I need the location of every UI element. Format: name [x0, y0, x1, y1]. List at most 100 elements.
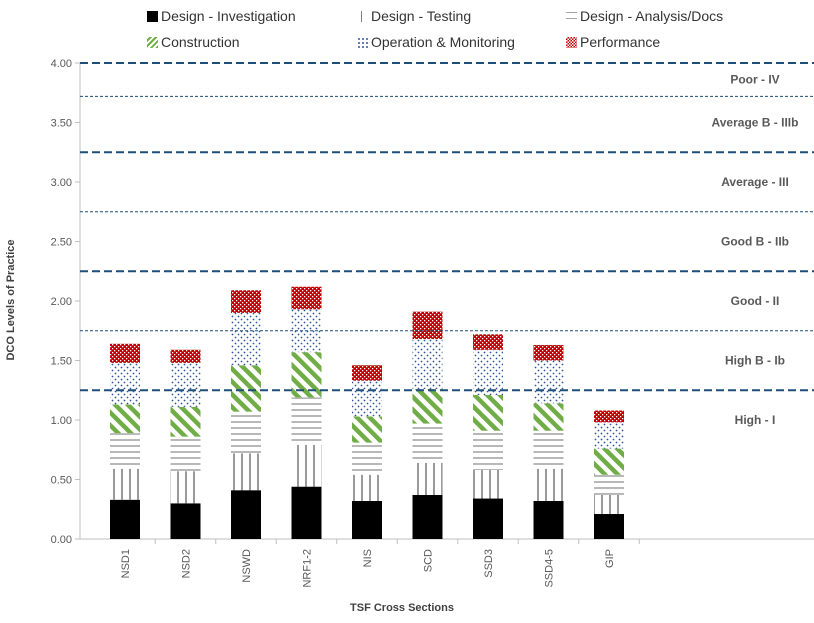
zone-label: Good B - IIb	[721, 235, 789, 249]
y-tick-label: 4.00	[51, 58, 72, 70]
bar-segment	[533, 403, 564, 431]
legend-label: Performance	[580, 34, 661, 50]
legend-item: Design - Analysis/Docs	[566, 8, 723, 24]
bar-segment	[594, 514, 624, 539]
zone-label: Average - III	[721, 175, 789, 189]
bar-segment	[412, 462, 443, 495]
y-tick-label: 0.00	[51, 534, 72, 546]
bar-segment	[412, 423, 443, 463]
bar-segment	[110, 468, 140, 500]
bar-segment	[291, 397, 322, 445]
legend: Design - Investigation Design - Testing De…	[0, 0, 814, 60]
bar-segment	[170, 406, 201, 437]
bar-segment	[352, 380, 382, 417]
bar-segment	[352, 365, 382, 381]
bar-segment	[352, 474, 382, 501]
legend-label: Operation & Monitoring	[371, 34, 515, 50]
y-tick-label: 3.50	[51, 118, 72, 130]
legend-item: Design - Investigation	[147, 8, 296, 24]
legend-label: Design - Investigation	[161, 8, 296, 24]
x-axis-title: TSF Cross Sections	[350, 602, 454, 614]
bar-segment	[473, 349, 503, 396]
legend-item: Construction	[147, 34, 240, 50]
x-tick-label: NRF1-2	[302, 549, 314, 588]
y-tick-label: 3.00	[51, 177, 72, 189]
bar-segment	[594, 410, 624, 423]
legend-label: Design - Testing	[371, 8, 472, 24]
x-tick-label: SSD4-5	[544, 549, 556, 588]
bar-segment	[533, 345, 564, 361]
legend-swatch	[566, 10, 577, 22]
bar-segment	[594, 474, 624, 495]
bar-segment	[231, 411, 261, 454]
bar-segment	[110, 362, 140, 405]
y-tick-label: 2.50	[51, 237, 72, 249]
plot-area: 0.00 0.50 1.00 1.50 2.00 2.50 3.00 3.50 4.00 NSD1…	[5, 58, 814, 614]
bar-segment	[594, 494, 624, 515]
y-tick-label: 1.50	[51, 356, 72, 368]
legend-swatch	[147, 36, 158, 48]
bar-segment	[231, 490, 261, 539]
legend-item: Design - Testing	[357, 8, 471, 24]
bar-segment	[170, 471, 201, 504]
bar-segment	[352, 500, 382, 539]
zone-label: Average B - IIIb	[712, 116, 799, 130]
bar-segment	[170, 362, 201, 407]
bar-segment	[412, 494, 443, 539]
x-tick-label: NIS	[362, 549, 374, 567]
bar-segment	[594, 422, 624, 449]
x-tick-label: SCD	[423, 549, 435, 572]
zone-label: High B - Ib	[725, 354, 785, 368]
bar-segment	[533, 468, 564, 501]
bar-segment	[291, 444, 322, 487]
y-axis-title: DCO Levels of Practice	[5, 239, 17, 360]
bar-segment	[291, 486, 322, 539]
legend-swatch	[566, 36, 577, 48]
bar-segment	[473, 469, 503, 499]
bar-segment	[533, 360, 564, 404]
bar-segment	[533, 500, 564, 539]
bar-segment	[231, 290, 261, 313]
bar-segment	[110, 404, 140, 434]
zone-label: High - I	[735, 413, 776, 427]
bar-segment	[170, 349, 201, 363]
bar-segment	[412, 389, 443, 424]
y-tick-label: 1.00	[51, 415, 72, 427]
bar-segment	[170, 436, 201, 472]
bar-segment	[231, 365, 261, 412]
bar-segment	[473, 395, 503, 431]
bar-segment	[291, 286, 322, 310]
legend-item: Performance	[566, 34, 660, 50]
bar-segment	[473, 430, 503, 470]
y-tick-label: 2.00	[51, 296, 72, 308]
bar-segment	[473, 334, 503, 350]
zone-label: Poor - IV	[730, 73, 779, 87]
legend-label: Construction	[161, 34, 240, 50]
bar-segment	[533, 430, 564, 469]
bar-segment	[231, 453, 261, 491]
legend-label: Design - Analysis/Docs	[580, 8, 724, 24]
legend-swatch	[357, 36, 368, 48]
x-tick-label: NSD1	[120, 549, 132, 578]
bar-segment	[412, 339, 443, 390]
bar-segment	[352, 442, 382, 475]
y-tick-label: 0.50	[51, 475, 72, 487]
bar-segment	[231, 312, 261, 366]
x-tick-label: NSD2	[181, 549, 193, 578]
x-tick-label: SSD3	[483, 549, 495, 578]
bar-segment	[473, 498, 503, 539]
bar-segment	[110, 499, 140, 539]
x-tick-label: NSWD	[241, 549, 253, 583]
x-tick-label: GIP	[604, 549, 616, 568]
zone-label: Good - II	[731, 294, 780, 308]
legend-swatch	[357, 10, 368, 22]
legend-swatch	[147, 10, 158, 22]
bar-segment	[110, 343, 140, 363]
legend-item: Operation & Monitoring	[357, 34, 515, 50]
bar-segment	[594, 448, 624, 475]
bar-segment	[352, 416, 382, 443]
bar-segment	[170, 503, 201, 539]
bar-segment	[110, 433, 140, 469]
bar-segment	[412, 311, 443, 340]
